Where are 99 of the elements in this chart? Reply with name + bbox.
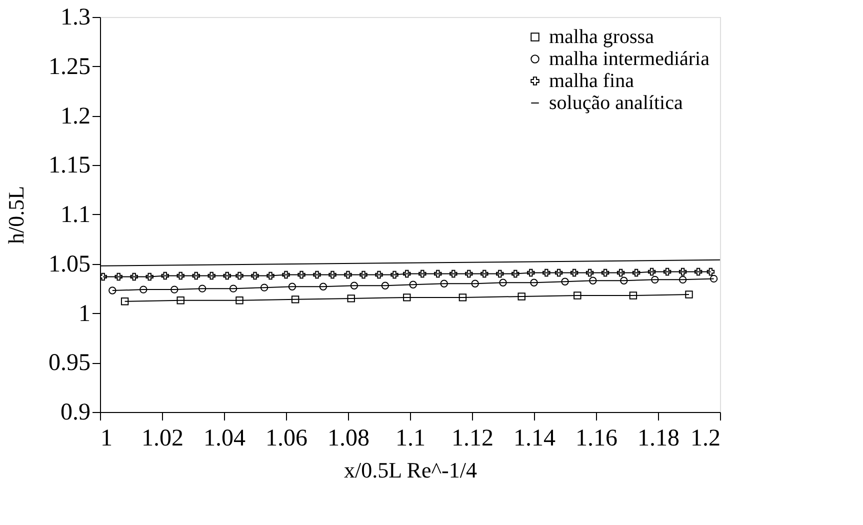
point (176, 272, 184, 280)
point (208, 272, 216, 280)
point (632, 268, 640, 277)
point (223, 272, 231, 280)
point (161, 272, 169, 280)
point (360, 270, 368, 279)
point (403, 270, 411, 278)
point (499, 278, 507, 286)
x-tick-label: 1.02 (142, 426, 184, 452)
point (710, 274, 718, 283)
point (236, 296, 244, 304)
y-tick-label: 1.3 (60, 4, 90, 30)
point (328, 270, 336, 279)
point (570, 268, 578, 277)
point (496, 270, 504, 278)
point (616, 268, 625, 277)
point (298, 270, 306, 279)
x-tick-label: 1.04 (204, 426, 246, 452)
point (282, 270, 290, 279)
point (530, 278, 538, 286)
point (554, 268, 563, 277)
point (450, 270, 458, 278)
point (350, 282, 358, 290)
y-tick-label: 1.15 (48, 152, 90, 179)
point (706, 268, 715, 276)
point (678, 268, 687, 276)
legend-label: malha fina (549, 70, 634, 92)
point (347, 294, 355, 302)
point (586, 268, 594, 277)
legend-label: malha intermediária (549, 48, 710, 70)
point (561, 278, 569, 286)
point (440, 280, 448, 288)
point (198, 284, 206, 292)
point (629, 292, 638, 300)
x-tick-label: 1.2 (690, 426, 720, 452)
point (574, 292, 582, 300)
y-tick-label: 1.2 (60, 103, 90, 130)
y-tick-label: 1.1 (60, 202, 90, 228)
point (685, 290, 693, 298)
point (288, 282, 296, 290)
point (251, 272, 259, 280)
x-axis-title: x/0.5L Re^-1/4 (344, 458, 477, 482)
x-tick-label: 1.16 (576, 426, 618, 452)
point (403, 294, 411, 302)
point (291, 296, 300, 304)
point (108, 286, 116, 294)
x-tick-label: 1.08 (328, 426, 370, 452)
point (518, 292, 526, 300)
y-tick-label: 1.05 (48, 251, 90, 278)
point (266, 272, 274, 280)
x-tick-label: 1.18 (638, 426, 680, 452)
point (170, 286, 178, 294)
point (229, 284, 238, 292)
point (375, 270, 383, 279)
point (260, 284, 268, 292)
x-tick-label: 1 (100, 426, 112, 452)
point (434, 270, 442, 278)
x-tick-label: 1.1 (396, 426, 426, 452)
legend-label: solução analítica (549, 92, 683, 114)
point (344, 270, 352, 279)
point (651, 276, 659, 284)
point (589, 276, 597, 285)
point (192, 272, 200, 280)
point (236, 272, 244, 280)
y-tick-label: 0.95 (48, 350, 90, 376)
point (120, 298, 129, 306)
point (114, 272, 122, 281)
point (176, 296, 184, 304)
point (465, 270, 473, 278)
point (471, 280, 479, 288)
point (678, 276, 687, 284)
point (313, 270, 321, 279)
point (542, 268, 550, 277)
point (648, 268, 656, 276)
point (390, 270, 398, 279)
point (480, 270, 488, 278)
point (130, 272, 138, 281)
point (601, 268, 610, 277)
point (100, 272, 107, 281)
y-tick-label: 1.25 (48, 54, 90, 80)
y-tick-label: 1 (78, 300, 90, 327)
point (319, 282, 328, 290)
y-axis-title: h/0.5L (4, 186, 28, 244)
point (512, 270, 520, 278)
point (409, 280, 417, 288)
point (418, 270, 426, 278)
point (620, 276, 628, 285)
point (381, 282, 390, 290)
point (527, 268, 535, 277)
legend-label: malha grossa (549, 26, 654, 48)
x-tick-label: 1.06 (266, 426, 308, 452)
point (146, 272, 154, 281)
point (694, 268, 702, 276)
point (140, 286, 148, 294)
point (458, 294, 467, 302)
x-tick-label: 1.12 (452, 426, 494, 452)
point (663, 268, 672, 276)
y-tick-label: 0.9 (60, 400, 90, 426)
x-tick-label: 1.14 (514, 426, 556, 452)
